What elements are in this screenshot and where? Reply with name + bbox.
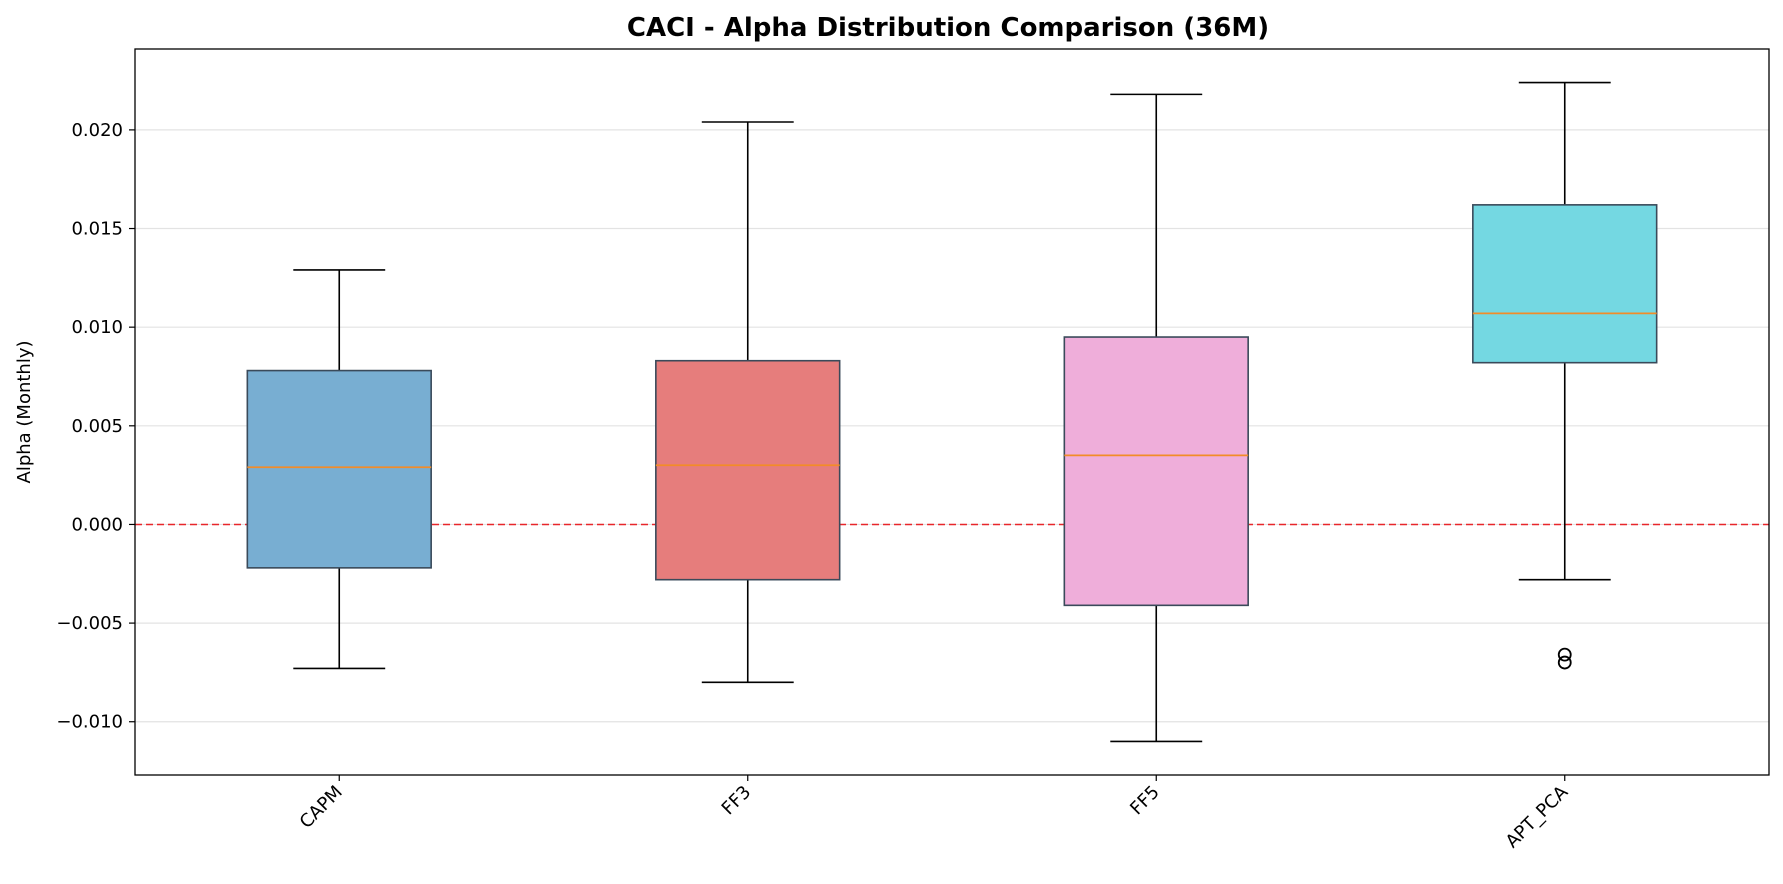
x-tick-label: FF5 — [1126, 782, 1164, 820]
box-apt-pca — [1472, 81, 1658, 670]
x-tick-label: APT_PCA — [1502, 781, 1573, 852]
y-tick-label: 0.015 — [71, 219, 123, 240]
box-ff3 — [655, 121, 841, 684]
iqr-box — [1063, 336, 1249, 607]
iqr-box — [1472, 204, 1658, 364]
plot-frame — [134, 48, 1770, 776]
iqr-box — [246, 369, 432, 569]
box-series — [246, 81, 1658, 743]
x-tick-label: FF3 — [718, 782, 756, 820]
box-capm — [246, 269, 432, 670]
chart-title: CACI - Alpha Distribution Comparison (36… — [627, 13, 1269, 43]
y-tick-label: 0.020 — [71, 120, 123, 141]
x-axis: CAPM FF3 FF5 APT_PCA — [296, 775, 1573, 852]
y-tick-label: −0.005 — [56, 613, 123, 634]
y-tick-label: 0.010 — [71, 317, 123, 338]
y-tick-label: 0.005 — [71, 416, 123, 437]
y-tick-label: 0.000 — [71, 514, 123, 535]
outlier-point — [1557, 647, 1572, 662]
y-tick-label: −0.010 — [56, 712, 123, 733]
outlier-point — [1557, 655, 1572, 670]
iqr-box — [655, 359, 841, 581]
x-tick-label: CAPM — [296, 782, 347, 833]
box-ff5 — [1063, 93, 1249, 743]
y-axis: −0.010 −0.005 0.000 0.005 0.010 0.015 0.020 — [56, 120, 135, 733]
y-axis-label: Alpha (Monthly) — [14, 340, 35, 483]
